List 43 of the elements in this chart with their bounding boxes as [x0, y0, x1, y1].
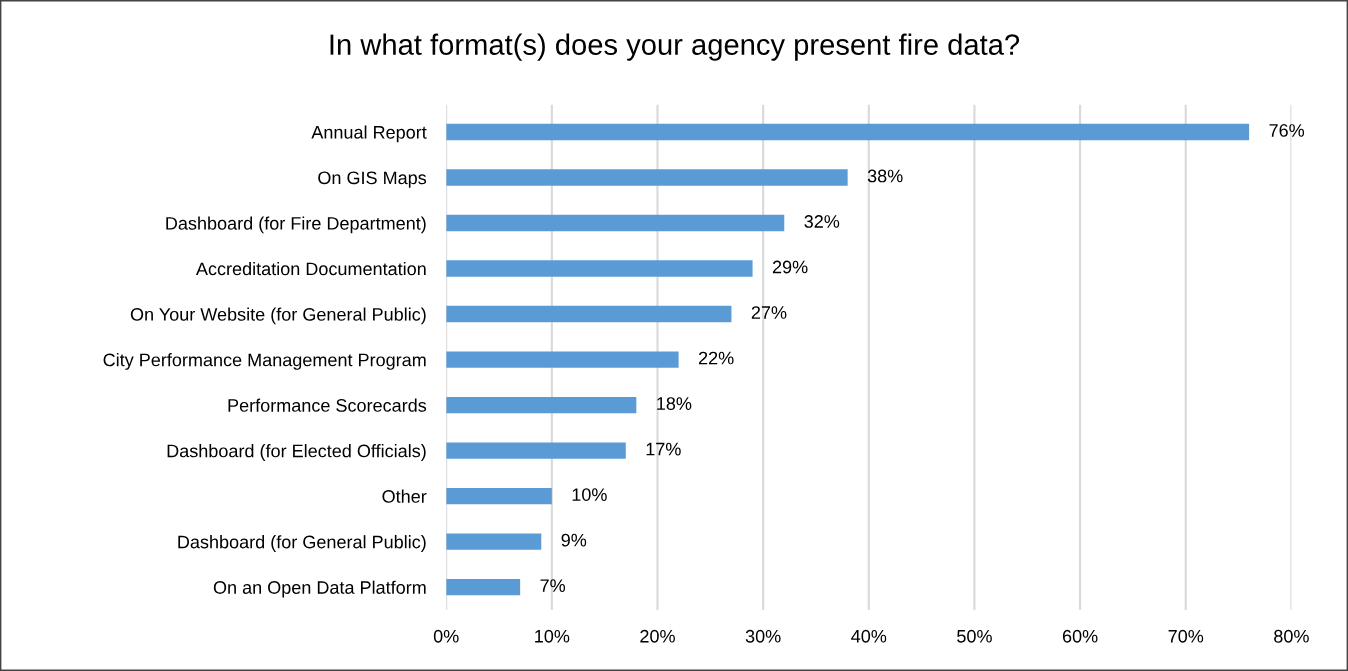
y-tick-label: Other: [382, 489, 427, 503]
x-tick-label: 60%: [1062, 629, 1098, 643]
bar: [446, 487, 552, 505]
data-label: 17%: [646, 442, 681, 456]
data-label: 38%: [867, 169, 903, 183]
bar: [446, 169, 848, 186]
y-tick-label: On Your Website (for General Public): [130, 307, 426, 325]
y-tick-label: Dashboard (for Fire Department): [166, 216, 426, 234]
data-label: 9%: [561, 533, 587, 547]
bar: [446, 214, 785, 232]
x-tick-label: 20%: [640, 629, 675, 643]
data-label: 18%: [657, 397, 692, 410]
x-tick-label: 70%: [1168, 629, 1204, 643]
bar: [446, 123, 1250, 141]
data-label: 76%: [1269, 124, 1305, 137]
data-label: 10%: [572, 488, 607, 501]
data-label: 22%: [698, 351, 734, 365]
bar: [446, 578, 521, 596]
y-tick-label: On an Open Data Platform: [213, 580, 426, 598]
x-tick-label: 10%: [535, 629, 570, 643]
bar: [446, 260, 753, 277]
y-tick-label: Annual Report: [311, 125, 427, 143]
data-label: 27%: [751, 306, 787, 319]
x-tick-label: 80%: [1274, 629, 1309, 643]
y-tick-label: Performance Scorecards: [228, 398, 427, 412]
bar: [446, 533, 542, 550]
data-label: 29%: [772, 260, 808, 274]
data-label: 7%: [540, 579, 566, 592]
bar: [446, 351, 679, 368]
bar: [446, 396, 637, 414]
bar: [446, 442, 626, 459]
x-tick-label: 50%: [957, 629, 992, 643]
x-tick-label: 0%: [433, 629, 459, 643]
y-tick-label: Accreditation Documentation: [195, 262, 426, 276]
x-tick-label: 40%: [851, 629, 887, 643]
data-label: 32%: [804, 215, 840, 228]
y-tick-label: Dashboard (for Elected Officials): [167, 444, 426, 461]
chart-title: In what format(s) does your agency present fire data?: [330, 33, 1020, 61]
bar: [446, 305, 732, 323]
x-tick-label: 30%: [745, 629, 781, 643]
y-tick-label: City Performance Management Program: [103, 353, 426, 370]
y-tick-label: Dashboard (for General Public): [178, 535, 426, 552]
y-tick-label: On GIS Maps: [318, 171, 427, 188]
